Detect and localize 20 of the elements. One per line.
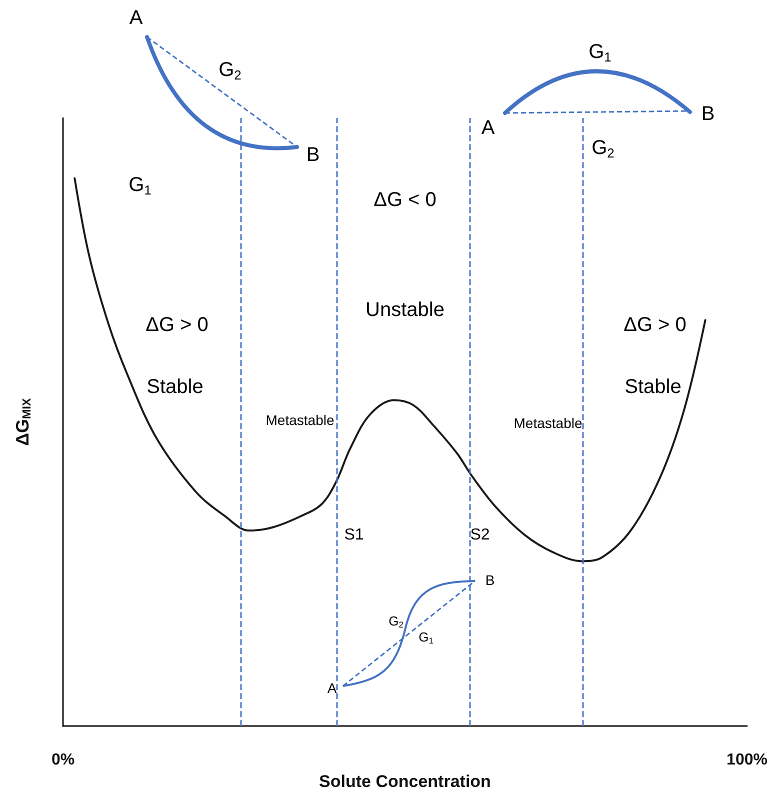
y-axis-title: ΔGMIX	[12, 398, 34, 446]
annotation: S2	[470, 526, 490, 544]
annotation: Stable	[624, 376, 682, 398]
text: A	[481, 117, 496, 139]
x-tick-label: 0%	[51, 752, 75, 769]
annotation: ΔG > 0	[624, 314, 686, 336]
annotation: Metastable	[514, 415, 582, 431]
annotation: S1	[344, 526, 364, 544]
annotation: ΔG < 0	[374, 189, 436, 211]
text: B	[701, 103, 715, 125]
annotation: A	[327, 680, 338, 696]
annotation: ΔG > 0	[146, 314, 208, 336]
annotation: Metastable	[266, 412, 334, 428]
annotation: Stable	[146, 376, 204, 398]
x-axis-title: Solute Concentration	[319, 772, 491, 791]
x-tick-label: 100%	[726, 752, 768, 769]
annotation: B	[485, 572, 495, 588]
text: B	[306, 144, 320, 166]
text: A	[129, 7, 144, 29]
annotation: Unstable	[366, 299, 444, 321]
